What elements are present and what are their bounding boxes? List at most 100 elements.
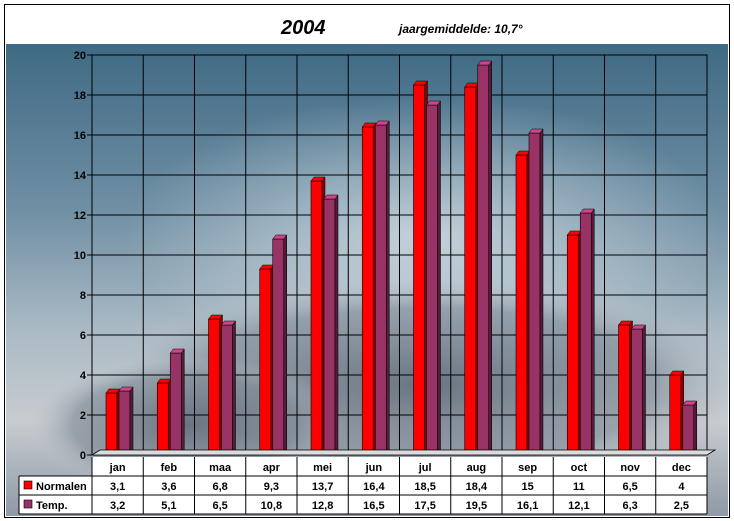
bar-top [682, 400, 698, 406]
bar-side [437, 100, 441, 456]
x-tick-label: jun [365, 462, 383, 474]
x-tick-label: maa [209, 462, 232, 474]
bar-chart: 0 2 4 6 8 10 12 14 16 18 20 jan feb maa apr mei jun jul au… [6, 44, 729, 516]
data-label: 16,5 [363, 500, 384, 512]
bar-top [631, 324, 646, 330]
data-label: 3,1 [110, 481, 125, 493]
bar-side [642, 324, 646, 456]
data-label: 4 [678, 481, 685, 493]
data-label: 16,1 [517, 500, 538, 512]
chart-frame: 2004 jaargemiddelde: 10,7° [4, 4, 730, 518]
x-tick-label: mei [313, 462, 332, 474]
x-tick-label: aug [467, 462, 487, 474]
bar-top [221, 320, 236, 326]
bar-temp-apr [272, 238, 285, 456]
bar-normalen-dec [669, 374, 682, 456]
chart-subtitle: jaargemiddelde: 10,7° [399, 22, 523, 36]
data-label: 3,6 [161, 481, 176, 493]
bar-temp-mei [323, 198, 336, 456]
bar-normalen-apr [259, 268, 272, 456]
x-tick-label: jan [109, 462, 126, 474]
data-label: 6,5 [212, 500, 227, 512]
y-tick-label: 2 [80, 410, 86, 422]
y-tick-label: 4 [80, 370, 87, 382]
data-label: 19,5 [466, 500, 487, 512]
x-tick-label: oct [571, 462, 588, 474]
bar-top [477, 60, 493, 66]
data-label: 18,5 [414, 481, 435, 493]
bar-normalen-maa [208, 318, 220, 456]
legend-label: Normalen [36, 481, 87, 493]
bar-top [105, 388, 121, 394]
bar-temp-feb [169, 352, 182, 456]
bar-normalen-jan [105, 392, 118, 456]
data-label: 5,1 [161, 500, 176, 512]
y-tick-label: 0 [80, 450, 86, 462]
data-label: 16,4 [363, 481, 385, 493]
bar-temp-jun [374, 124, 387, 456]
bar-top [323, 194, 339, 200]
bar-side [181, 348, 185, 456]
bar-temp-maa [221, 324, 233, 456]
bar-temp-jan [118, 390, 131, 456]
chart-title: 2004 [281, 17, 326, 39]
bar-top [579, 208, 595, 214]
bar-side [539, 128, 544, 456]
bar-top [426, 100, 441, 106]
x-tick-label: dec [672, 462, 691, 474]
x-tick-label: feb [161, 462, 178, 474]
bar-normalen-mei [310, 180, 323, 456]
data-label: 11 [573, 481, 585, 493]
data-label: 6,8 [212, 481, 227, 493]
y-tick-label: 18 [74, 90, 86, 102]
bar-top [374, 120, 390, 126]
y-tick-label: 20 [74, 50, 86, 62]
y-tick-label: 14 [74, 170, 87, 182]
bar-side [129, 386, 134, 456]
data-label: 3,2 [110, 500, 125, 512]
bar-top [208, 314, 223, 320]
data-label: 13,7 [312, 481, 333, 493]
bar-normalen-aug [464, 86, 477, 456]
data-label: 15 [522, 481, 534, 493]
data-label: 6,5 [622, 481, 637, 493]
bar-top [413, 80, 428, 86]
bar-top [169, 348, 185, 354]
bar-side [232, 320, 236, 456]
x-tick-label: apr [263, 462, 281, 474]
legend-swatch [23, 499, 33, 509]
bar-normalen-oct [566, 234, 579, 456]
legend-label: Temp. [36, 500, 68, 512]
bar-top [310, 176, 326, 182]
bar-normalen-nov [618, 324, 630, 456]
bar-top [361, 122, 377, 128]
data-label: 9,3 [264, 481, 279, 493]
bar-top [528, 128, 544, 134]
x-tick-label: nov [620, 462, 640, 474]
bar-normalen-sep [515, 154, 528, 456]
y-tick-label: 6 [80, 330, 86, 342]
bar-top [118, 386, 134, 392]
bar-side [283, 234, 287, 456]
y-tick-label: 12 [74, 210, 86, 222]
bar-side [386, 120, 390, 456]
bar-temp-jul [426, 104, 438, 456]
data-label: 18,4 [466, 481, 488, 493]
data-label: 6,3 [622, 500, 637, 512]
bar-top [272, 234, 288, 240]
bar-side [334, 194, 339, 456]
data-label: 12,1 [568, 500, 589, 512]
x-tick-label: jul [418, 462, 432, 474]
x-tick-label: sep [518, 462, 537, 474]
plot-floor [90, 449, 717, 456]
bar-temp-aug [477, 64, 490, 456]
data-label: 10,8 [261, 500, 282, 512]
y-tick-label: 8 [80, 290, 86, 302]
bar-side [693, 400, 697, 456]
data-label: 2,5 [674, 500, 689, 512]
bar-side [488, 60, 492, 456]
bar-normalen-jun [361, 126, 374, 456]
bar-temp-dec [682, 404, 695, 456]
data-label: 17,5 [414, 500, 435, 512]
bar-top [669, 370, 685, 376]
